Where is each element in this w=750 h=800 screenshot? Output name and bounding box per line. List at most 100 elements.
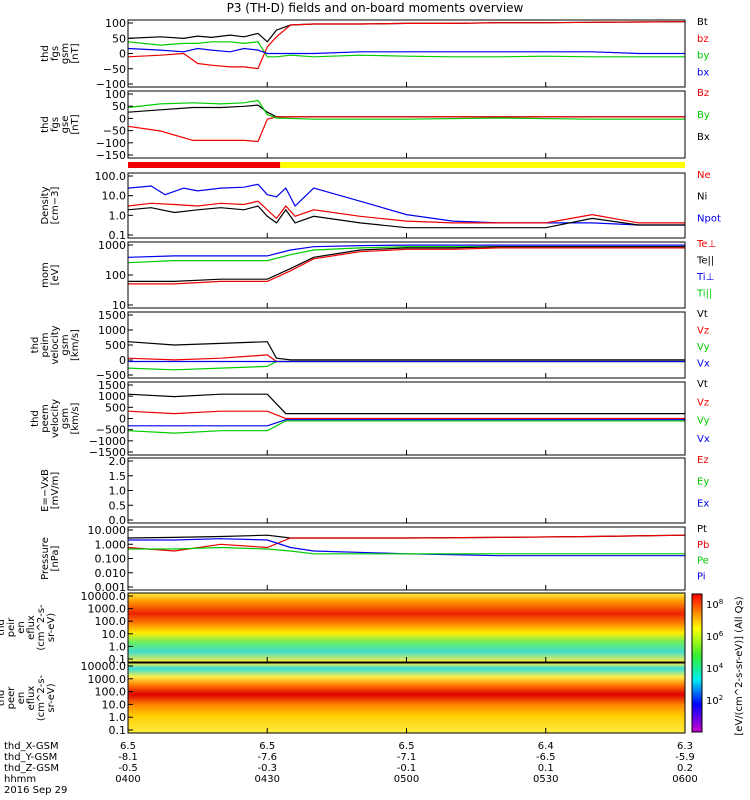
legend-Ti⊥: Ti⊥ bbox=[696, 272, 714, 283]
series-Ti⊥ bbox=[127, 244, 685, 258]
y-tick-label: 100.0 bbox=[95, 686, 127, 699]
y-tick-label: 0.1 bbox=[109, 724, 127, 737]
series-Te⊥ bbox=[128, 247, 685, 285]
series-Vy bbox=[127, 420, 685, 434]
y-tick-label: 0 bbox=[119, 413, 126, 426]
panel-frame bbox=[127, 90, 686, 159]
y-tick-label: 1.0 bbox=[109, 640, 127, 653]
series-Vt bbox=[127, 341, 685, 361]
y-tick-label: −1000 bbox=[89, 435, 126, 448]
y-axis-label: gsm bbox=[60, 334, 71, 355]
ephemeris-row-label: thd_X-GSM bbox=[4, 741, 59, 752]
y-tick-label: 0.1 bbox=[109, 229, 127, 242]
ephemeris-row-label: hhmm bbox=[4, 774, 36, 785]
ephemeris-value: 0530 bbox=[533, 774, 558, 785]
y-tick-label: 100 bbox=[105, 269, 126, 282]
y-axis-label: velocity bbox=[50, 325, 61, 364]
series-Vx bbox=[128, 419, 685, 427]
y-tick-label: 0.1 bbox=[109, 653, 127, 666]
y-tick-label: −500 bbox=[96, 369, 126, 382]
ephemeris-value: -7.1 bbox=[397, 752, 417, 763]
chart-title: P3 (TH-D) fields and on-board moments ov… bbox=[226, 1, 524, 15]
legend-Ex: Ex bbox=[697, 498, 709, 509]
y-axis-label: [mV/m] bbox=[50, 472, 61, 510]
legend-Vz: Vz bbox=[697, 326, 709, 337]
y-axis-label: thd bbox=[0, 619, 7, 636]
legend-Ti||: Ti|| bbox=[696, 289, 712, 300]
ephemeris-row-label: thd_Z-GSM bbox=[4, 763, 59, 774]
y-tick-label: −50 bbox=[103, 125, 126, 138]
panel-9 bbox=[127, 592, 686, 663]
y-axis-label: gse bbox=[60, 116, 71, 134]
legend-Bt: Bt bbox=[697, 17, 708, 28]
y-axis-label: [km/s] bbox=[70, 329, 81, 361]
panel-frame bbox=[127, 241, 686, 309]
y-tick-label: 0 bbox=[119, 48, 126, 61]
legend-Npot: Npot bbox=[697, 213, 721, 224]
series-bz bbox=[127, 21, 686, 70]
spectrogram-image bbox=[128, 663, 685, 733]
y-tick-label: −50 bbox=[103, 63, 126, 76]
ephemeris-value: 0400 bbox=[115, 774, 140, 785]
y-tick-label: 500 bbox=[105, 401, 126, 414]
y-axis-label: en bbox=[16, 692, 27, 705]
ephemeris-row-label: thd_Y-GSM bbox=[4, 752, 57, 763]
y-tick-label: 100 bbox=[105, 17, 126, 30]
panel-6 bbox=[127, 381, 686, 456]
ephemeris-value: -5.9 bbox=[675, 752, 695, 763]
legend-Vy: Vy bbox=[697, 416, 710, 427]
legend-Vz: Vz bbox=[697, 397, 709, 408]
y-tick-label: 0 bbox=[119, 354, 126, 367]
y-tick-label: 1000.0 bbox=[88, 603, 127, 616]
ephemeris-value: -8.1 bbox=[118, 752, 138, 763]
y-axis-label: eflux bbox=[26, 686, 37, 711]
colorbar bbox=[691, 593, 703, 733]
series-Ne bbox=[127, 200, 685, 224]
y-axis-label: en bbox=[16, 621, 27, 634]
y-tick-label: 10000.0 bbox=[81, 660, 127, 673]
series-Vz bbox=[127, 410, 685, 420]
ephemeris-value: 0.1 bbox=[538, 763, 554, 774]
panel-5 bbox=[127, 311, 686, 379]
y-axis-label: [cm−3] bbox=[50, 187, 61, 225]
ephemeris-value: 6.4 bbox=[538, 741, 554, 752]
colorbar-tick-label: 106 bbox=[706, 630, 724, 643]
legend-Vx: Vx bbox=[697, 359, 710, 370]
ephemeris-value: 6.5 bbox=[120, 741, 136, 752]
y-tick-label: 1000.0 bbox=[88, 673, 127, 686]
y-axis-label: (cm^2-s- bbox=[36, 674, 47, 721]
legend-Bz: Bz bbox=[697, 88, 709, 99]
y-axis-label: velocity bbox=[50, 399, 61, 438]
y-tick-label: 10.0 bbox=[102, 190, 127, 203]
legend-Pb: Pb bbox=[697, 540, 709, 551]
y-tick-label: 0.0 bbox=[109, 514, 127, 527]
legend-Pe: Pe bbox=[697, 556, 709, 567]
y-tick-label: 10.0 bbox=[102, 628, 127, 641]
y-tick-label: 100.0 bbox=[95, 615, 127, 628]
colorbar-tick-label: 104 bbox=[706, 662, 724, 675]
y-tick-label: 100.0 bbox=[95, 170, 127, 183]
y-axis-label: E=−VxB bbox=[40, 469, 51, 512]
legend-Te⊥: Te⊥ bbox=[696, 239, 716, 250]
spectrogram-image bbox=[128, 593, 685, 662]
series-bx bbox=[127, 47, 685, 55]
y-axis-label: [nT] bbox=[70, 43, 81, 63]
y-axis-label: sr-eV) bbox=[46, 683, 57, 712]
y-tick-label: 0.010 bbox=[95, 567, 127, 580]
legend-Vx: Vx bbox=[697, 434, 710, 445]
ephemeris-value: 6.5 bbox=[399, 741, 415, 752]
y-tick-label: 1.0 bbox=[109, 711, 127, 724]
panel-4 bbox=[127, 241, 686, 309]
y-axis-label: peem bbox=[40, 404, 51, 432]
y-axis-label: Pressure bbox=[40, 537, 51, 580]
panel-10 bbox=[127, 662, 686, 734]
colorbar-tick-label: 102 bbox=[706, 694, 723, 707]
panel-frame bbox=[127, 457, 686, 524]
legend-Ni: Ni bbox=[697, 192, 707, 203]
legend-By: By bbox=[697, 110, 710, 121]
legend-Pi: Pi bbox=[697, 571, 706, 582]
y-axis-label: sr-eV) bbox=[46, 613, 57, 642]
y-tick-label: 2.0 bbox=[109, 455, 127, 468]
y-tick-label: 1.000 bbox=[95, 538, 127, 551]
